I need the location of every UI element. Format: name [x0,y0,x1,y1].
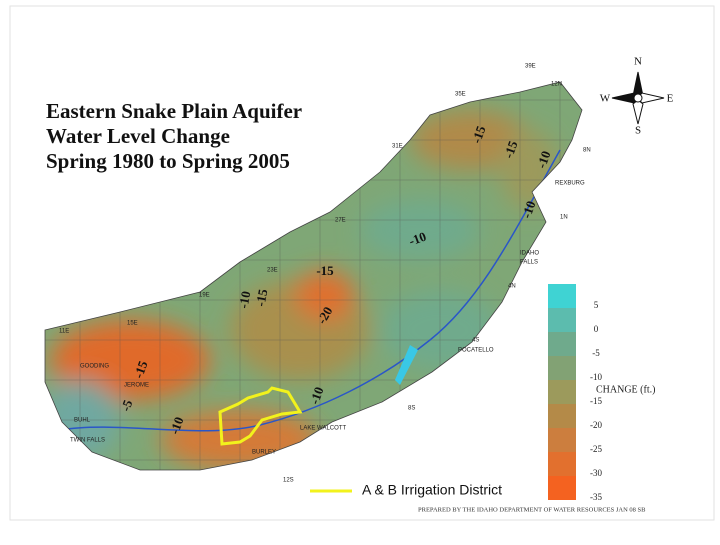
legend-tick-label: -35 [590,492,602,502]
legend-tick-label: -15 [590,396,602,406]
place-label: BUHL [74,418,91,424]
credit: PREPARED BY THE IDAHO DEPARTMENT OF WATE… [418,506,646,513]
contour-label: -15 [501,138,521,160]
legend-swatch [548,284,576,308]
compass-label: S [635,125,641,137]
grid-label: 8N [583,148,591,154]
place-label: LAKE WALCOTT [300,426,346,432]
compass-label: N [634,56,642,68]
legend-swatch [548,380,576,404]
district-label: A & B Irrigation District [362,482,502,498]
legend-title: CHANGE (ft.) [596,384,655,395]
grid-label: 4N [508,284,516,290]
grid-label: 4S [472,338,479,344]
legend-swatch [548,332,576,356]
compass-label: W [600,93,611,105]
contour-label: -15 [131,358,151,380]
contour-label: -10 [519,199,539,220]
compass [611,71,665,125]
slide-border [9,5,715,521]
grid-label: 35E [455,92,466,98]
place-label: IDAHO [520,251,539,257]
contour-label: -10 [167,415,187,436]
grid-label: 12N [551,82,562,88]
title-line: Eastern Snake Plain Aquifer [46,99,302,123]
place-label: JEROME [124,383,149,389]
legend-tick-label: -10 [590,372,602,382]
contour-label: -15 [253,287,271,307]
legend-tick-label: -30 [590,468,602,478]
title-line: Spring 1980 to Spring 2005 [46,149,290,173]
legend-swatch [548,452,576,476]
contour-label: -15 [469,123,489,145]
legend-tick-label: -5 [592,348,600,358]
grid-label: 19E [199,293,210,299]
legend-swatch [548,404,576,428]
grid-label: 31E [392,144,403,150]
title-line: Water Level Change [46,124,230,148]
district-outline [218,386,303,446]
contour-label: -10 [307,385,327,406]
contour-label: -10 [407,229,428,249]
legend-swatch [548,476,576,500]
legend-tick-label: -25 [590,444,602,454]
legend-tick-label: 5 [594,300,599,310]
place-label: POCATELLO [458,348,494,354]
contour-label: -15 [316,263,334,278]
contour-label: -10 [534,149,554,170]
legend-tick-label: -20 [590,420,602,430]
place-label: GOODING [80,364,109,370]
grid-label: 1N [560,215,568,221]
aquifer-outline [44,81,583,471]
grid-label: 23E [267,268,278,274]
legend-tick-label: 0 [594,324,599,334]
place-label: TWIN FALLS [70,438,105,444]
grid-label: 11E [59,329,69,335]
compass-label: E [667,93,674,105]
grid-label: 15E [127,321,138,327]
place-label: REXBURG [555,181,585,187]
legend-swatch [548,308,576,332]
grid-label: 39E [525,64,536,70]
grid-label: 8S [408,406,415,412]
grid-label: 27E [335,218,346,224]
place-label: BURLEY [252,450,276,456]
legend-swatch [548,356,576,380]
grid-label: 12S [283,478,294,484]
contour-label: -10 [236,290,254,310]
place-label: FALLS [520,260,538,266]
legend-swatch [548,428,576,452]
